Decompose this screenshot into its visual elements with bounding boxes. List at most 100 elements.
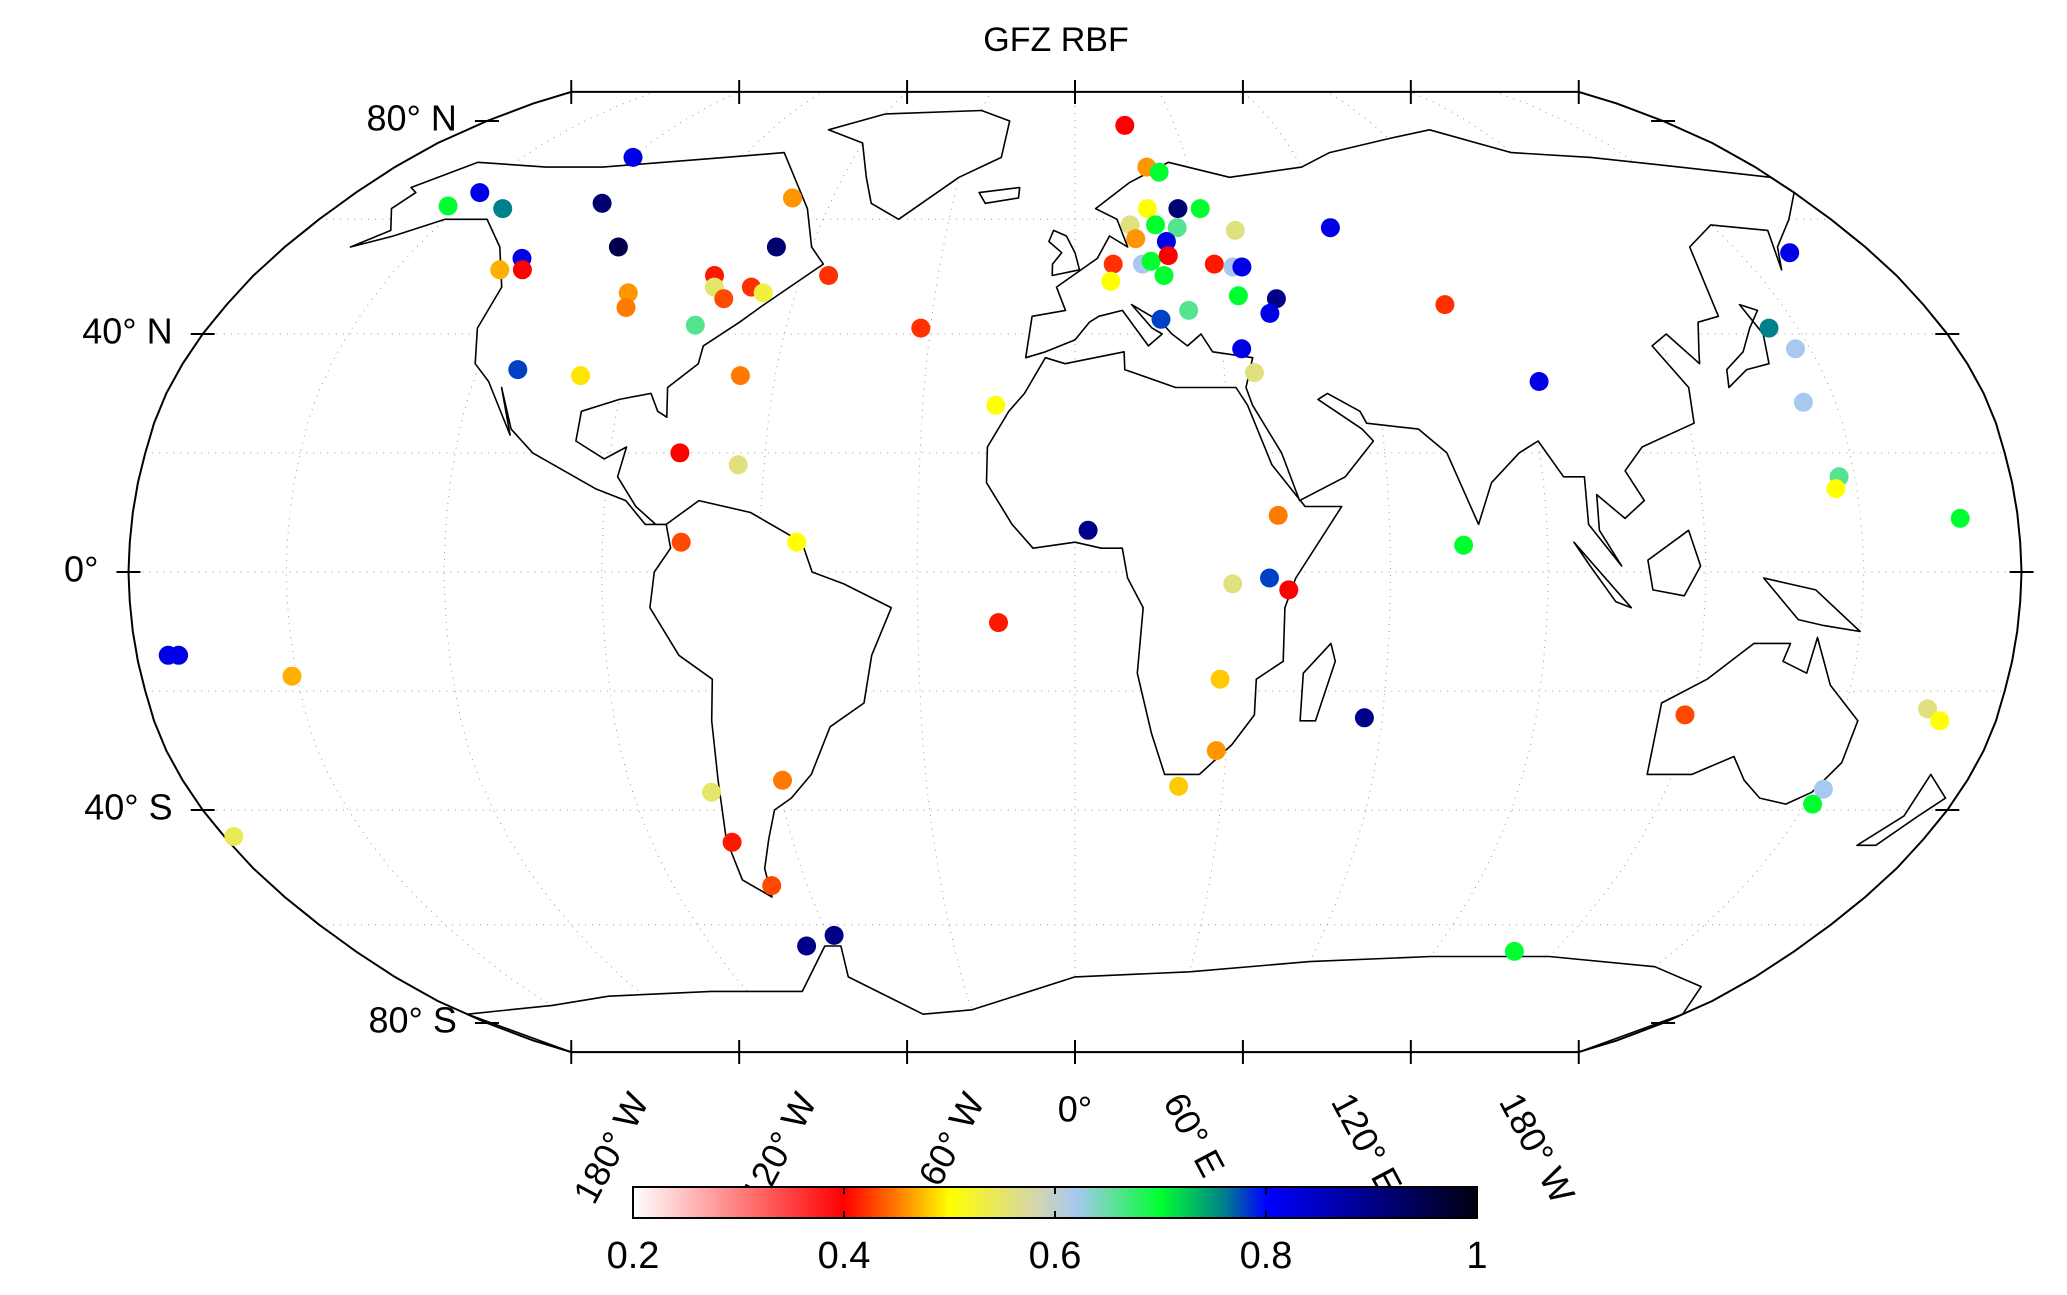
station-marker xyxy=(797,936,817,956)
station-marker xyxy=(1244,363,1264,383)
station-marker xyxy=(512,260,532,280)
station-marker xyxy=(1826,479,1846,499)
station-marker xyxy=(702,782,721,802)
station-marker xyxy=(1232,339,1252,359)
station-marker xyxy=(728,455,748,475)
station-marker xyxy=(470,183,490,203)
station-marker xyxy=(1320,218,1340,238)
station-marker xyxy=(1115,115,1135,135)
station-marker xyxy=(685,315,705,335)
station-marker xyxy=(1103,254,1123,274)
station-marker xyxy=(1675,705,1695,725)
station-marker xyxy=(616,298,636,317)
station-marker xyxy=(1266,289,1286,309)
colorbar-tick-label: 0.6 xyxy=(1029,1235,1082,1277)
station-marker xyxy=(592,193,612,213)
station-marker xyxy=(911,318,931,338)
station-marker xyxy=(1101,271,1121,291)
station-marker xyxy=(1210,669,1230,689)
x-tick-label: 120° E xyxy=(1323,1086,1410,1201)
station-marker xyxy=(986,395,1006,415)
station-marker xyxy=(224,827,244,846)
station-marker xyxy=(1950,508,1970,528)
station-marker xyxy=(671,532,691,552)
station-marker xyxy=(438,196,458,216)
station-marker xyxy=(1260,568,1279,588)
x-tick-label: 0° xyxy=(1058,1089,1092,1130)
landmass-south-america xyxy=(649,499,893,898)
station-marker xyxy=(1454,535,1474,555)
colorbar-tick-label: 0.2 xyxy=(607,1235,660,1277)
landmass-iceland xyxy=(978,186,1021,205)
station-marker xyxy=(1151,309,1171,329)
station-marker xyxy=(1156,232,1176,251)
station-marker xyxy=(282,666,302,686)
landmass-new-zealand xyxy=(1856,773,1947,847)
station-marker xyxy=(1169,776,1189,796)
station-marker xyxy=(762,876,782,896)
station-marker xyxy=(714,289,734,309)
station-marker xyxy=(169,645,189,665)
station-marker xyxy=(618,283,638,303)
station-marker xyxy=(1504,941,1524,961)
station-marker xyxy=(766,237,786,257)
station-marker xyxy=(1793,392,1813,412)
colorbar-tick-label: 1 xyxy=(1466,1235,1487,1277)
landmass-africa xyxy=(985,351,1343,776)
station-marker xyxy=(1260,303,1280,323)
station-marker xyxy=(787,532,807,552)
station-marker xyxy=(571,366,591,386)
station-marker xyxy=(1759,318,1779,338)
map-outline xyxy=(127,90,2023,1054)
landmass-madagascar xyxy=(1299,642,1337,722)
station-marker xyxy=(1146,215,1165,235)
station-marker xyxy=(824,925,844,945)
landmass-britain xyxy=(1048,229,1081,277)
station-marker xyxy=(783,188,802,208)
station-marker xyxy=(819,266,839,285)
station-marker xyxy=(670,443,690,463)
y-tick-label: 0° xyxy=(64,549,98,590)
station-marker xyxy=(1138,199,1157,219)
station-marker xyxy=(1780,243,1800,263)
x-tick-label: 60° E xyxy=(1155,1086,1233,1183)
station-marker xyxy=(1190,199,1210,219)
station-marker xyxy=(722,832,742,852)
landmass-japan xyxy=(1726,303,1770,389)
station-marker xyxy=(1167,218,1187,238)
station-marker xyxy=(1126,229,1146,249)
landmass-north-america xyxy=(349,151,825,526)
station-marker xyxy=(1179,300,1199,320)
station-marker xyxy=(1813,779,1833,799)
y-tick-label: 80° S xyxy=(368,999,456,1040)
station-marker xyxy=(1529,372,1549,391)
colorbar-tick-label: 0.8 xyxy=(1240,1235,1293,1277)
station-marker xyxy=(1232,257,1252,277)
station-marker xyxy=(1078,520,1098,540)
landmass-new-guinea xyxy=(1762,577,1861,633)
station-marker xyxy=(508,360,528,380)
station-marker xyxy=(1154,266,1174,285)
station-marker xyxy=(1223,574,1243,594)
station-marker xyxy=(773,770,792,790)
station-marker xyxy=(608,237,628,257)
station-marker xyxy=(1930,711,1950,731)
station-marker xyxy=(490,260,510,280)
x-tick-label: 60° W xyxy=(910,1086,992,1192)
station-marker xyxy=(1149,162,1169,182)
graticule-meridian xyxy=(916,91,992,1053)
station-marker xyxy=(1204,254,1224,274)
station-marker xyxy=(1228,286,1248,306)
station-marker xyxy=(1918,699,1938,719)
colorbar-tick-label: 0.4 xyxy=(818,1235,871,1277)
chart-title: GFZ RBF xyxy=(983,21,1128,59)
station-marker xyxy=(1435,295,1455,315)
station-marker xyxy=(1268,505,1288,525)
station-marker xyxy=(753,283,773,303)
station-marker xyxy=(730,366,750,386)
landmass-greenland xyxy=(827,109,1011,221)
y-tick-label: 40° N xyxy=(82,310,172,351)
station-marker xyxy=(1206,741,1226,761)
